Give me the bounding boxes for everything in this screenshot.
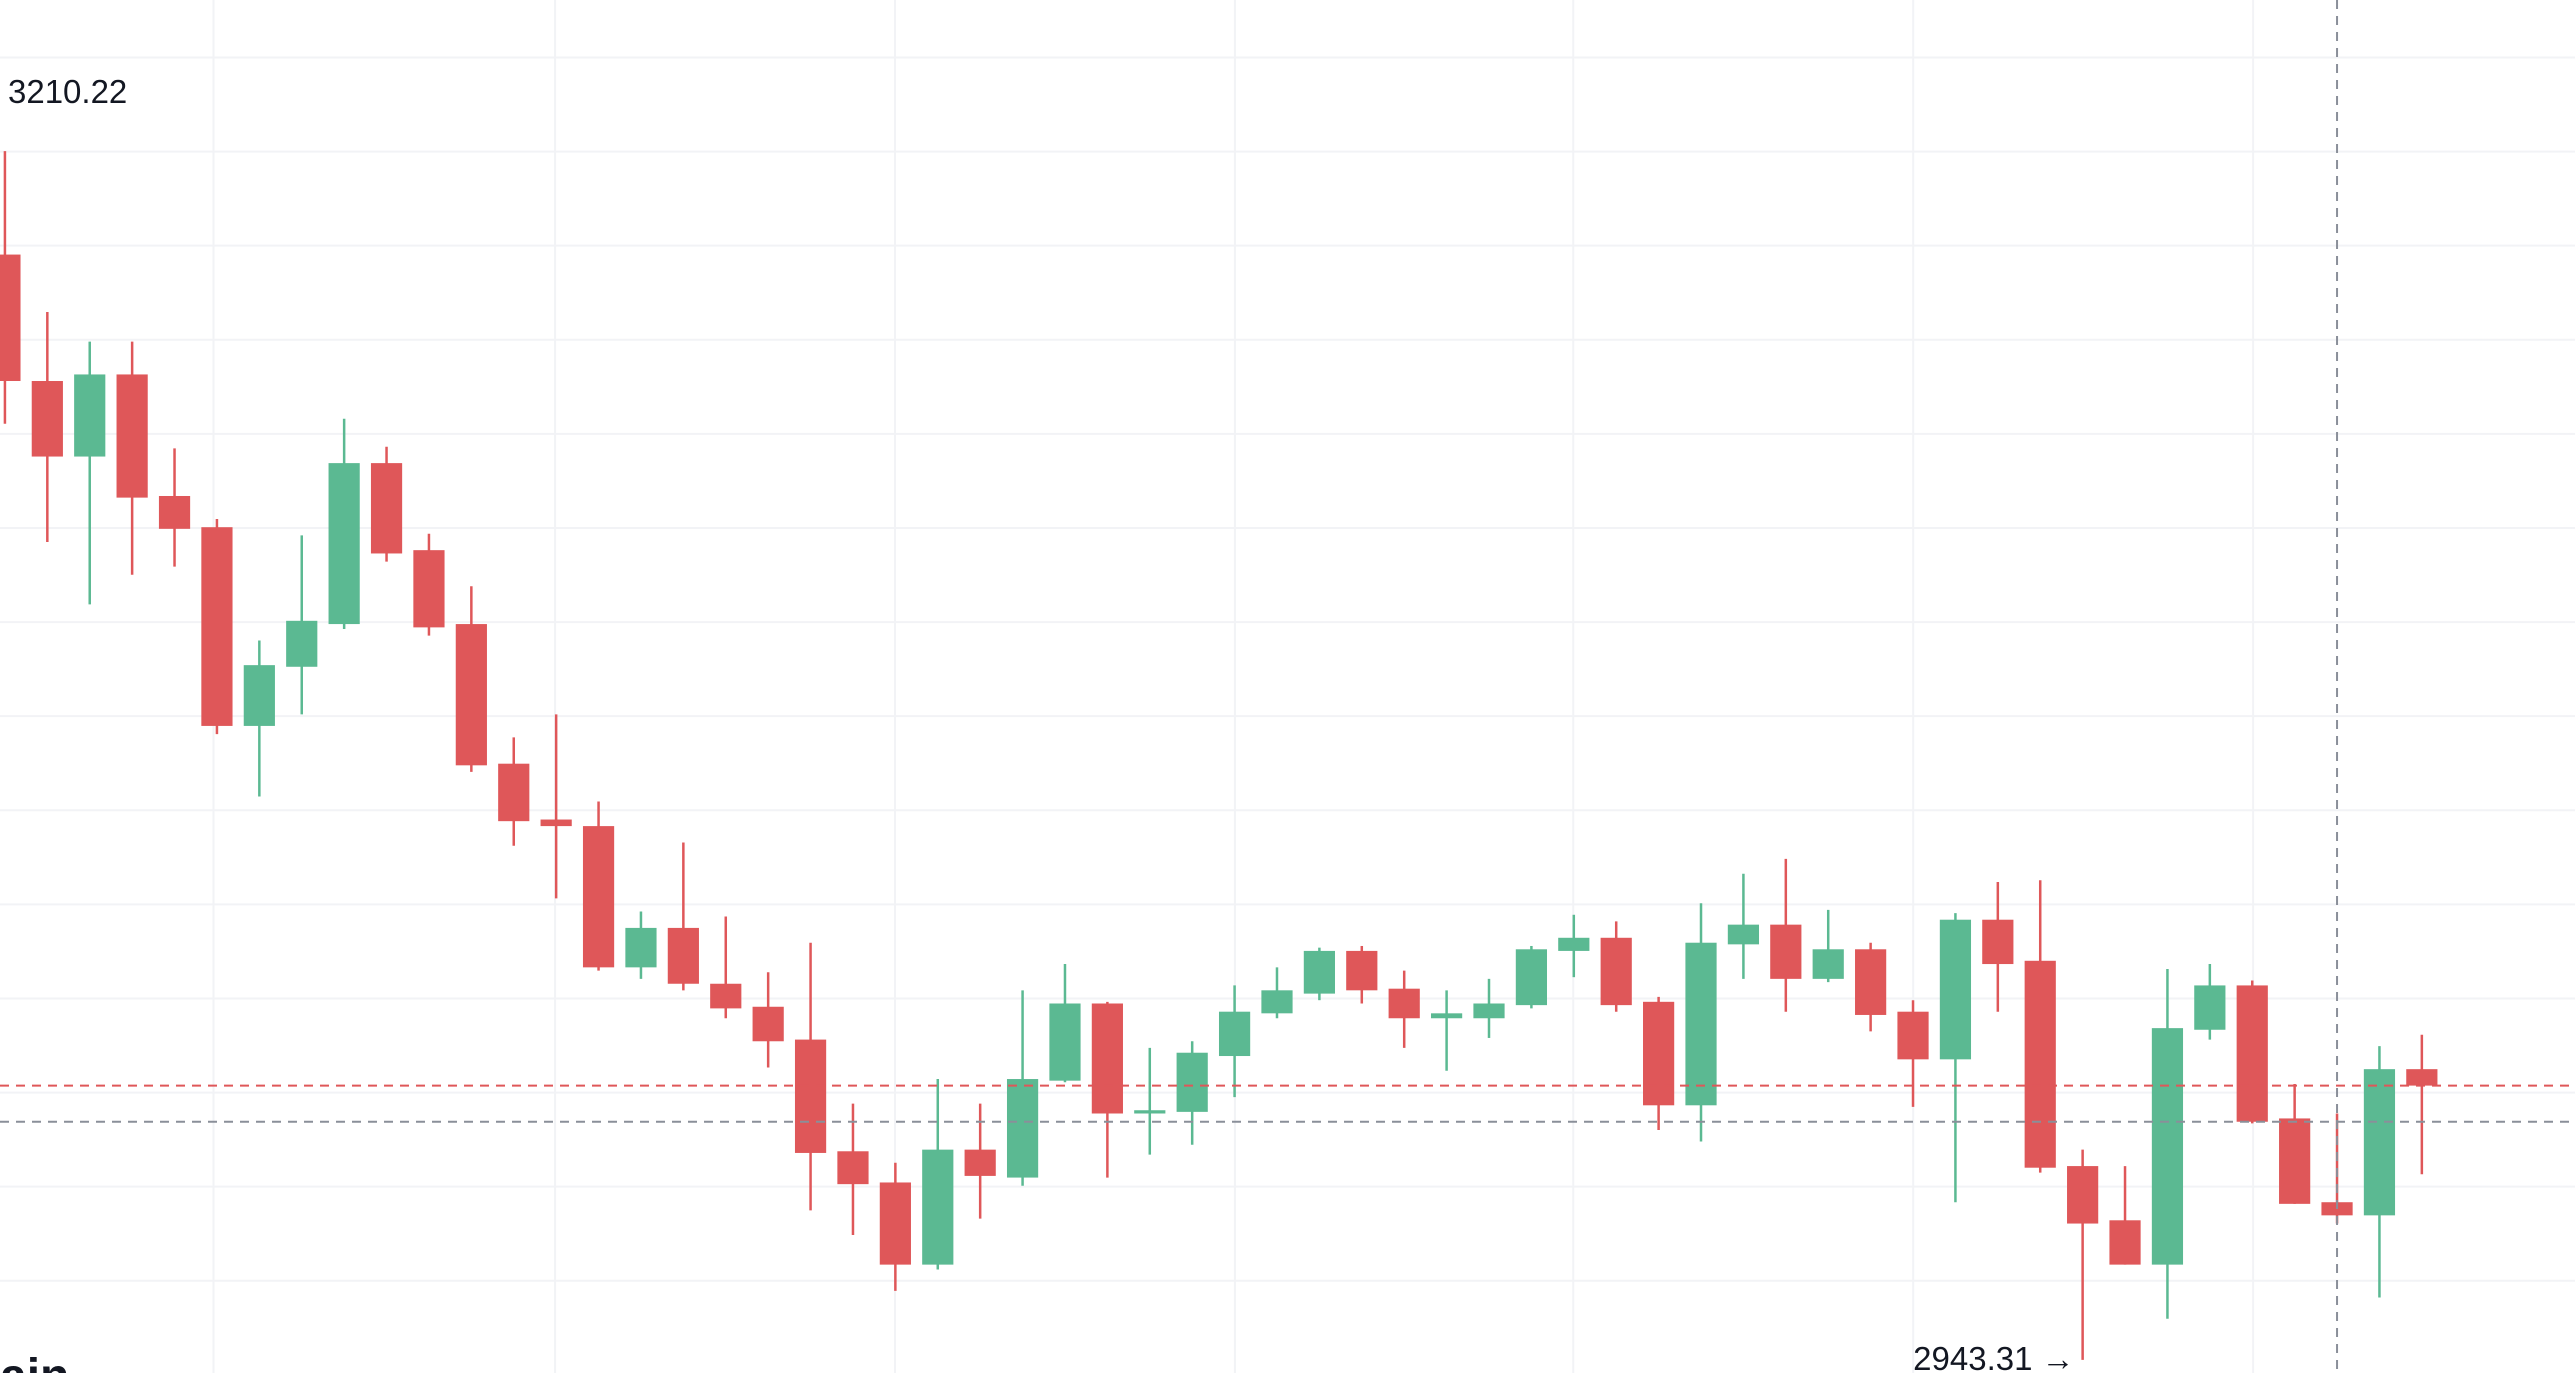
candle-body (31, 381, 63, 457)
low-label: 2943.31 → (1913, 1340, 2074, 1373)
candle-body (328, 463, 360, 625)
candle-body (1091, 1003, 1123, 1114)
candle-body (1897, 1011, 1929, 1060)
candle-body (1134, 1110, 1166, 1114)
candle-body (201, 527, 233, 726)
candles (0, 151, 2438, 1360)
candle-body (922, 1149, 954, 1265)
candle-body (1261, 990, 1293, 1014)
candle-body (1727, 924, 1760, 945)
candle-body (710, 983, 742, 1009)
candle-body (370, 463, 403, 554)
candle-body (1049, 1003, 1081, 1081)
candle-body (837, 1151, 869, 1185)
candle-body (116, 374, 148, 498)
candle-body (1855, 949, 1887, 1015)
candle-body (1303, 950, 1335, 994)
candle-body (2067, 1166, 2099, 1224)
candle-body (455, 624, 487, 766)
candle-body (2194, 985, 2226, 1030)
candle-body (1346, 950, 1378, 991)
candle-body (158, 495, 191, 529)
candle-body (1643, 1001, 1675, 1106)
candle-body (1558, 937, 1590, 951)
candle-body (1982, 919, 2014, 965)
candle-body (1770, 924, 1802, 979)
candle-body (1600, 937, 1632, 1006)
candle-body (964, 1149, 996, 1176)
candle-body (1176, 1052, 1208, 1112)
candle-body (794, 1039, 827, 1153)
candle-body (1515, 949, 1548, 1006)
candle-body (243, 665, 275, 726)
candle-body (625, 927, 657, 968)
candle-body (2406, 1069, 2438, 1086)
chart-title: ain (0, 1350, 69, 1373)
candle-body (2279, 1118, 2311, 1204)
high-label: 3210.22 (8, 73, 127, 110)
candle-body (752, 1006, 784, 1042)
candle-body (2363, 1069, 2396, 1216)
candle-body (1430, 1013, 1463, 1019)
candle-body (498, 763, 530, 822)
candle-body (413, 550, 445, 628)
candle-body (2151, 1028, 2184, 1265)
candle-body (74, 374, 106, 457)
candle-body (1685, 942, 1717, 1106)
candle-body (1388, 988, 1420, 1019)
candle-body (540, 819, 572, 827)
candle-body (1473, 1003, 1505, 1019)
candle-body (2109, 1220, 2141, 1265)
candle-body (1939, 919, 1972, 1060)
candle-body (1218, 1011, 1251, 1057)
candle-body (667, 927, 699, 984)
candle-body (879, 1182, 911, 1265)
candle-body (1812, 949, 1844, 979)
candle-body (1006, 1079, 1039, 1178)
candle-body (0, 254, 21, 382)
candle-body (582, 826, 615, 968)
candle-body (286, 620, 318, 667)
candle-body (2024, 960, 2056, 1168)
candle-body (2236, 985, 2268, 1122)
